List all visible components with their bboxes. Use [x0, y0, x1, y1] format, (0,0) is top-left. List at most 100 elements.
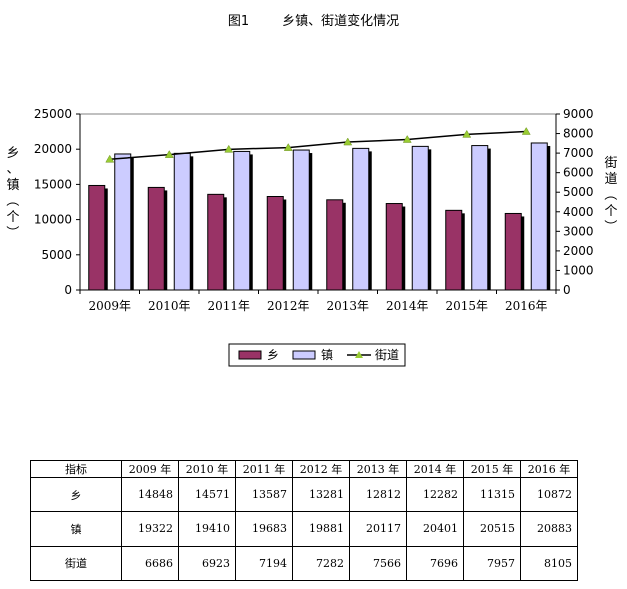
y-left-tick-label: 20000 [34, 142, 72, 156]
y-left-axis-title-char: 个 [6, 210, 19, 225]
line-marker [224, 144, 234, 153]
table-row-label: 镇 [30, 511, 122, 547]
table-header-label: 指标 [30, 460, 122, 478]
bar-镇 [233, 150, 251, 291]
table-header-cell: 2013 年 [349, 460, 407, 478]
legend-swatch-乡 [238, 350, 262, 360]
table-cell: 8105 [520, 545, 578, 582]
table-cell: 11315 [463, 476, 521, 513]
table-cell: 7282 [292, 545, 350, 582]
table-cell: 13281 [292, 476, 350, 513]
y-right-tick-label: 3000 [563, 224, 594, 238]
y-left-axis-title-char: 、 [6, 162, 19, 177]
table-cell: 13587 [235, 476, 293, 513]
y-right-axis-title-char: （ [602, 187, 617, 200]
table-cell: 20401 [406, 511, 464, 547]
x-tick-label: 2009年 [88, 299, 131, 313]
x-tick-label: 2012年 [267, 299, 310, 313]
legend-label: 街道 [375, 348, 399, 362]
legend-marker-街道 [355, 351, 363, 358]
table-header-cell: 2014 年 [406, 460, 464, 478]
y-left-tick-label: 10000 [34, 213, 72, 227]
y-left-tick-label: 5000 [41, 248, 72, 262]
y-right-tick-label: 9000 [563, 107, 594, 121]
legend-label: 乡 [267, 348, 279, 362]
y-left-tick-label: 15000 [34, 177, 72, 191]
table-row: 镇 19322 19410 19683 19881 20117 20401 20515 2088… [30, 511, 578, 547]
y-left-axis-title-char: ） [4, 225, 19, 238]
bar-镇 [411, 145, 429, 291]
y-right-tick-label: 7000 [563, 146, 594, 160]
table-cell: 20515 [463, 511, 521, 547]
table-cell: 12282 [406, 476, 464, 513]
bar-乡 [207, 193, 225, 291]
bar-乡 [147, 186, 165, 291]
bar-乡 [266, 196, 284, 291]
y-left-axis-title-char: 镇 [6, 178, 19, 193]
table-cell: 19322 [121, 511, 179, 547]
table-header-cell: 2011 年 [235, 460, 293, 478]
table-cell: 7566 [349, 545, 407, 582]
chart: 0 5000 10000 15000 20000 25000 0 1000 2000 3000 40… [4, 107, 618, 367]
y-left-tick-label: 0 [64, 283, 72, 297]
table-cell: 20117 [349, 511, 407, 547]
line-marker [105, 154, 115, 163]
bar-镇 [530, 142, 548, 291]
table-cell: 19410 [178, 511, 236, 547]
x-tick-label: 2016年 [505, 299, 548, 313]
bar-镇 [173, 152, 191, 291]
y-right-axis-title-char: 街 [604, 156, 617, 171]
bar-乡 [326, 199, 344, 291]
y-right-axis-title-char: ） [602, 219, 617, 232]
table-cell: 19683 [235, 511, 293, 547]
y-right-tick-label: 4000 [563, 205, 594, 219]
bar-镇 [352, 147, 370, 291]
table-cell: 10872 [520, 476, 578, 513]
line-marker [343, 137, 353, 146]
table-cell: 19881 [292, 511, 350, 547]
legend-swatch-镇 [292, 350, 316, 360]
table-cell: 6686 [121, 545, 179, 582]
table-header-cell: 2012 年 [292, 460, 350, 478]
y-left-axis-title-char: （ [4, 193, 19, 206]
bar-镇 [471, 145, 489, 291]
table-cell: 12812 [349, 476, 407, 513]
y-right-tick-label: 8000 [563, 127, 594, 141]
table-cell: 14848 [121, 476, 179, 513]
line-marker [164, 150, 174, 158]
table-cell: 6923 [178, 545, 236, 582]
table-header-cell: 2015 年 [463, 460, 521, 478]
table-header-row: 指标 2009 年 2010 年 2011 年 2012 年 2013 年 2014 年 20… [30, 460, 578, 478]
line-街道 [109, 130, 527, 160]
table-header-cell: 2009 年 [121, 460, 179, 478]
line-marker [402, 134, 412, 143]
bar-镇 [292, 149, 310, 291]
y-right-tick-label: 1000 [563, 263, 594, 277]
bar-乡 [504, 212, 522, 291]
legend-box [228, 343, 406, 367]
table-cell: 7696 [406, 545, 464, 582]
y-right-axis-title-char: 个 [604, 204, 617, 219]
bar-乡 [385, 203, 403, 291]
y-left-tick-label: 25000 [34, 107, 72, 121]
table-cell: 14571 [178, 476, 236, 513]
bar-镇 [114, 153, 132, 291]
x-tick-label: 2010年 [148, 299, 191, 313]
x-tick-label: 2013年 [326, 299, 369, 313]
y-right-tick-label: 6000 [563, 166, 594, 180]
table-cell: 7957 [463, 545, 521, 582]
x-tick-label: 2014年 [386, 299, 429, 313]
table-cell: 20883 [520, 511, 578, 547]
y-left-axis-title-char: 乡 [6, 146, 19, 161]
data-table: 指标 2009 年 2010 年 2011 年 2012 年 2013 年 2014 年 20… [30, 460, 578, 582]
table-row: 街道 6686 6923 7194 7282 7566 7696 7957 8105 [30, 545, 578, 582]
x-tick-label: 2011年 [207, 299, 250, 313]
table-row: 乡 14848 14571 13587 13281 12812 12282 11315 1087… [30, 476, 578, 513]
table-cell: 7194 [235, 545, 293, 582]
y-right-tick-label: 2000 [563, 244, 594, 258]
y-right-axis-title-char: 道 [604, 172, 617, 187]
table-row-label: 街道 [30, 545, 122, 582]
table-header-cell: 2016 年 [520, 460, 578, 478]
figure-title: 图1 乡镇、街道变化情况 [227, 14, 400, 29]
table-header-cell: 2010 年 [178, 460, 236, 478]
